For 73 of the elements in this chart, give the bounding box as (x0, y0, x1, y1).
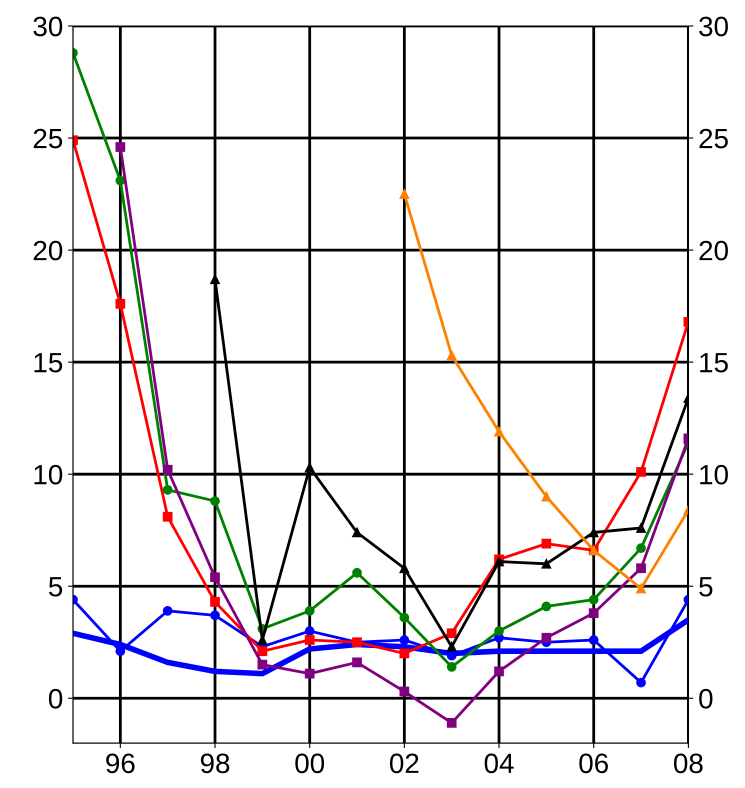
point (636, 563, 646, 574)
point (636, 678, 646, 688)
point (542, 632, 552, 643)
point (588, 528, 599, 538)
point (446, 718, 457, 728)
point (162, 464, 173, 475)
y2-tick-label: 20 (700, 240, 728, 260)
point (210, 274, 220, 284)
y-tick-label: 0 (48, 688, 62, 709)
point (115, 176, 126, 186)
y2-tick-label: 15 (700, 353, 728, 372)
point (304, 635, 315, 645)
point (636, 584, 646, 594)
y-tick-label: 20 (34, 240, 62, 260)
y-tick-label: 10 (34, 464, 62, 485)
point (304, 626, 315, 636)
point (210, 610, 220, 620)
point (588, 594, 599, 605)
point (162, 485, 173, 495)
point (588, 608, 599, 618)
point (304, 462, 315, 472)
point (636, 467, 646, 477)
point (542, 492, 552, 502)
y-tick-label: 15 (34, 353, 62, 372)
y2-tick-label: 5 (699, 577, 712, 597)
point (115, 299, 126, 309)
point (400, 686, 410, 696)
point (494, 556, 504, 566)
y2-tick-label: 0 (699, 688, 712, 709)
point (400, 648, 410, 658)
point (210, 496, 220, 506)
y2-tick-label: 25 (700, 128, 728, 148)
point (636, 543, 646, 553)
point (542, 558, 552, 569)
point (494, 426, 504, 436)
point (494, 666, 504, 676)
point (588, 635, 599, 645)
point (352, 568, 362, 578)
point (446, 662, 457, 672)
point (162, 512, 173, 522)
point (400, 635, 410, 645)
point (446, 628, 457, 638)
point (162, 606, 173, 616)
x-tick-label: 00 (295, 754, 324, 774)
y2-tick-label: 30 (699, 16, 728, 36)
x-tick-label: 06 (579, 754, 608, 774)
y-tick-label: 25 (34, 128, 62, 148)
point (542, 602, 552, 612)
point (446, 350, 457, 360)
point (115, 646, 126, 656)
point (210, 597, 220, 607)
point (542, 538, 552, 549)
point (494, 626, 504, 636)
point (446, 642, 457, 652)
x-tick-label: 96 (106, 754, 135, 774)
point (210, 572, 220, 582)
point (352, 528, 362, 538)
point (304, 606, 315, 616)
point (400, 612, 410, 622)
point (257, 646, 268, 656)
x-tick-label: 98 (200, 754, 230, 774)
point (352, 658, 362, 668)
point (115, 142, 126, 152)
point (304, 668, 315, 678)
x-tick-label: 02 (390, 754, 418, 774)
point (400, 189, 410, 199)
point (636, 523, 646, 533)
x-tick-label: 04 (484, 754, 514, 774)
x-tick-label: 08 (674, 754, 703, 774)
point (257, 660, 268, 670)
y2-tick-label: 10 (700, 464, 728, 485)
y-tick-label: 30 (33, 16, 62, 36)
y-tick-label: 5 (48, 577, 62, 597)
